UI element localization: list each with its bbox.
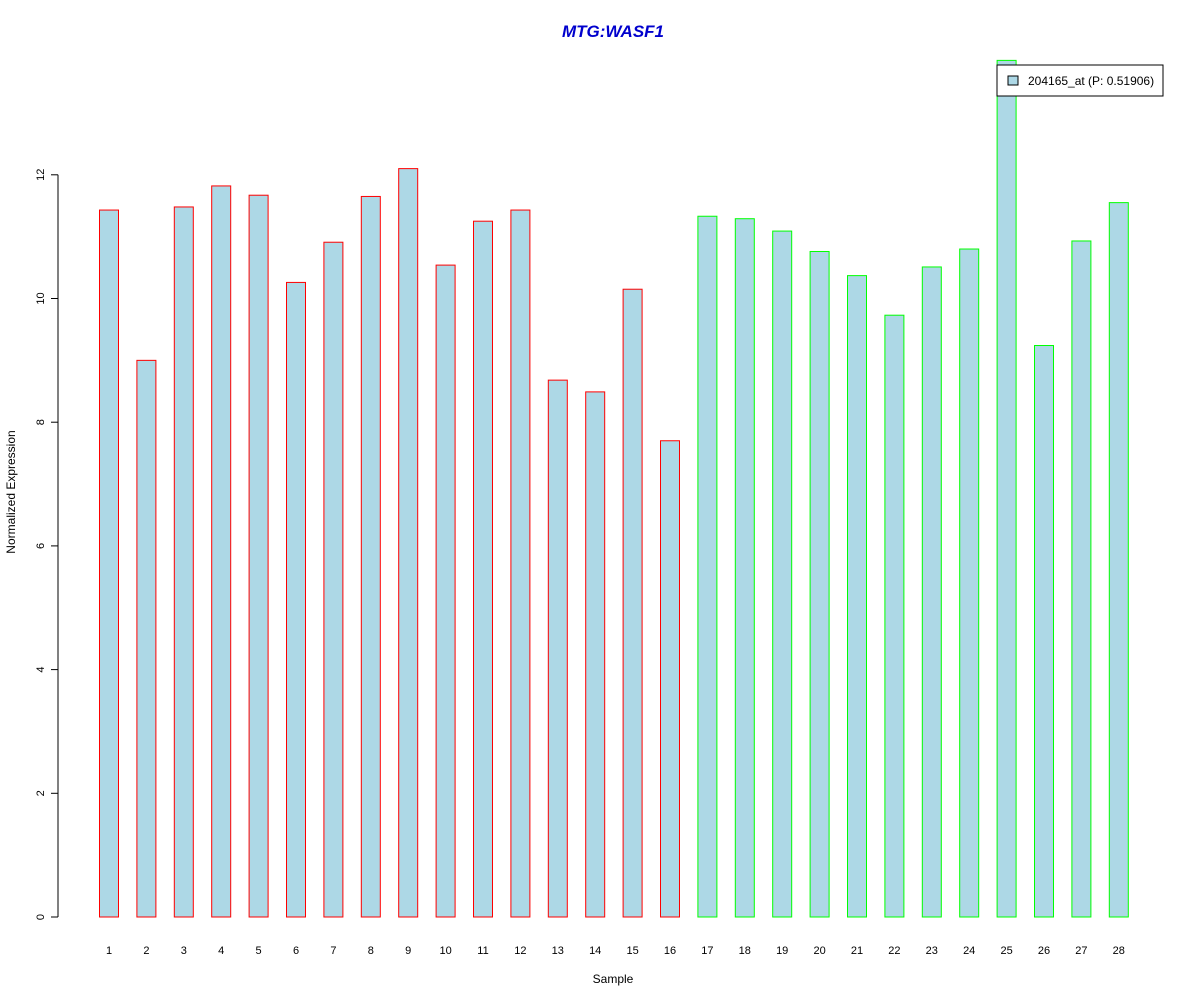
x-tick-label: 2 (143, 945, 149, 957)
x-tick-label: 8 (368, 945, 374, 957)
x-tick-label: 22 (888, 945, 900, 957)
y-tick-label: 0 (35, 914, 47, 920)
y-tick-label: 4 (35, 667, 47, 673)
bar-sample-21 (847, 275, 867, 918)
y-tick-label: 12 (35, 169, 47, 181)
x-tick-label: 4 (218, 945, 224, 957)
y-axis-label: Normalized Expression (4, 430, 18, 553)
bar-sample-12 (510, 209, 531, 918)
x-tick-label: 17 (701, 945, 713, 957)
bars (99, 59, 1129, 918)
bar-sample-11 (473, 220, 493, 918)
bar-sample-26 (1034, 345, 1054, 918)
x-tick-label: 15 (626, 945, 638, 957)
x-tick-label: 9 (405, 945, 411, 957)
x-tick-label: 16 (664, 945, 676, 957)
bar-sample-27 (1071, 240, 1092, 918)
legend: 204165_at (P: 0.51906) (996, 64, 1164, 97)
chart-title: MTG:WASF1 (562, 22, 664, 41)
x-tick-label: 13 (552, 945, 564, 957)
x-tick-label: 5 (256, 945, 262, 957)
bar-sample-28 (1108, 202, 1129, 918)
bar-sample-13 (547, 379, 568, 918)
x-tick-label: 7 (330, 945, 336, 957)
x-axis-label: Sample (593, 972, 634, 986)
x-tick-label: 11 (477, 945, 488, 957)
x-tick-label: 14 (589, 945, 601, 957)
x-tick-label: 27 (1075, 945, 1087, 957)
bar-sample-9 (398, 168, 419, 918)
bar-sample-7 (323, 241, 344, 918)
bar-sample-4 (211, 185, 232, 918)
bar-sample-3 (173, 206, 194, 918)
x-tick-label: 10 (439, 945, 451, 957)
bar-sample-14 (585, 391, 606, 918)
bar-sample-19 (772, 230, 793, 918)
x-tick-label: 20 (813, 945, 825, 957)
x-tick-label: 23 (926, 945, 938, 957)
bar-sample-16 (660, 440, 680, 918)
bar-sample-15 (622, 288, 643, 918)
bar-sample-6 (286, 281, 306, 918)
x-tick-label: 18 (739, 945, 751, 957)
y-tick-label: 8 (35, 419, 47, 425)
y-tick-label: 6 (35, 543, 47, 549)
x-tick-label: 24 (963, 945, 975, 957)
x-tick-label: 12 (514, 945, 526, 957)
bar-sample-2 (136, 359, 157, 918)
x-tick-label: 19 (776, 945, 788, 957)
bar-sample-24 (959, 248, 980, 918)
x-tick-label: 26 (1038, 945, 1050, 957)
x-tick-label: 25 (1000, 945, 1012, 957)
bar-sample-18 (734, 218, 755, 918)
x-tick-label: 6 (293, 945, 299, 957)
bar-sample-5 (248, 194, 269, 918)
x-tick-label: 1 (106, 945, 112, 957)
bar-sample-20 (809, 250, 830, 918)
legend-box (996, 64, 1164, 97)
bar-sample-10 (435, 264, 456, 918)
bar-sample-17 (697, 215, 718, 918)
y-axis: 0 2 4 6 8 10 12 (35, 169, 59, 920)
bar-sample-1 (99, 209, 119, 918)
y-tick-label: 2 (35, 790, 47, 796)
bar-sample-22 (884, 314, 905, 918)
bar-sample-25 (996, 59, 1017, 918)
bar-sample-8 (360, 195, 381, 918)
x-tick-label: 3 (181, 945, 187, 957)
legend-swatch (1007, 75, 1019, 86)
legend-label: 204165_at (P: 0.51906) (1028, 74, 1154, 88)
x-tick-label: 21 (851, 945, 863, 957)
y-tick-label: 10 (35, 292, 47, 304)
x-tick-label: 28 (1113, 945, 1125, 957)
bar-sample-23 (921, 266, 942, 918)
x-axis-ticks: 1 2 3 4 5 6 7 8 9 10 11 12 13 14 15 16 17 18 19 20 21 22 23 24 2… (106, 945, 1125, 957)
